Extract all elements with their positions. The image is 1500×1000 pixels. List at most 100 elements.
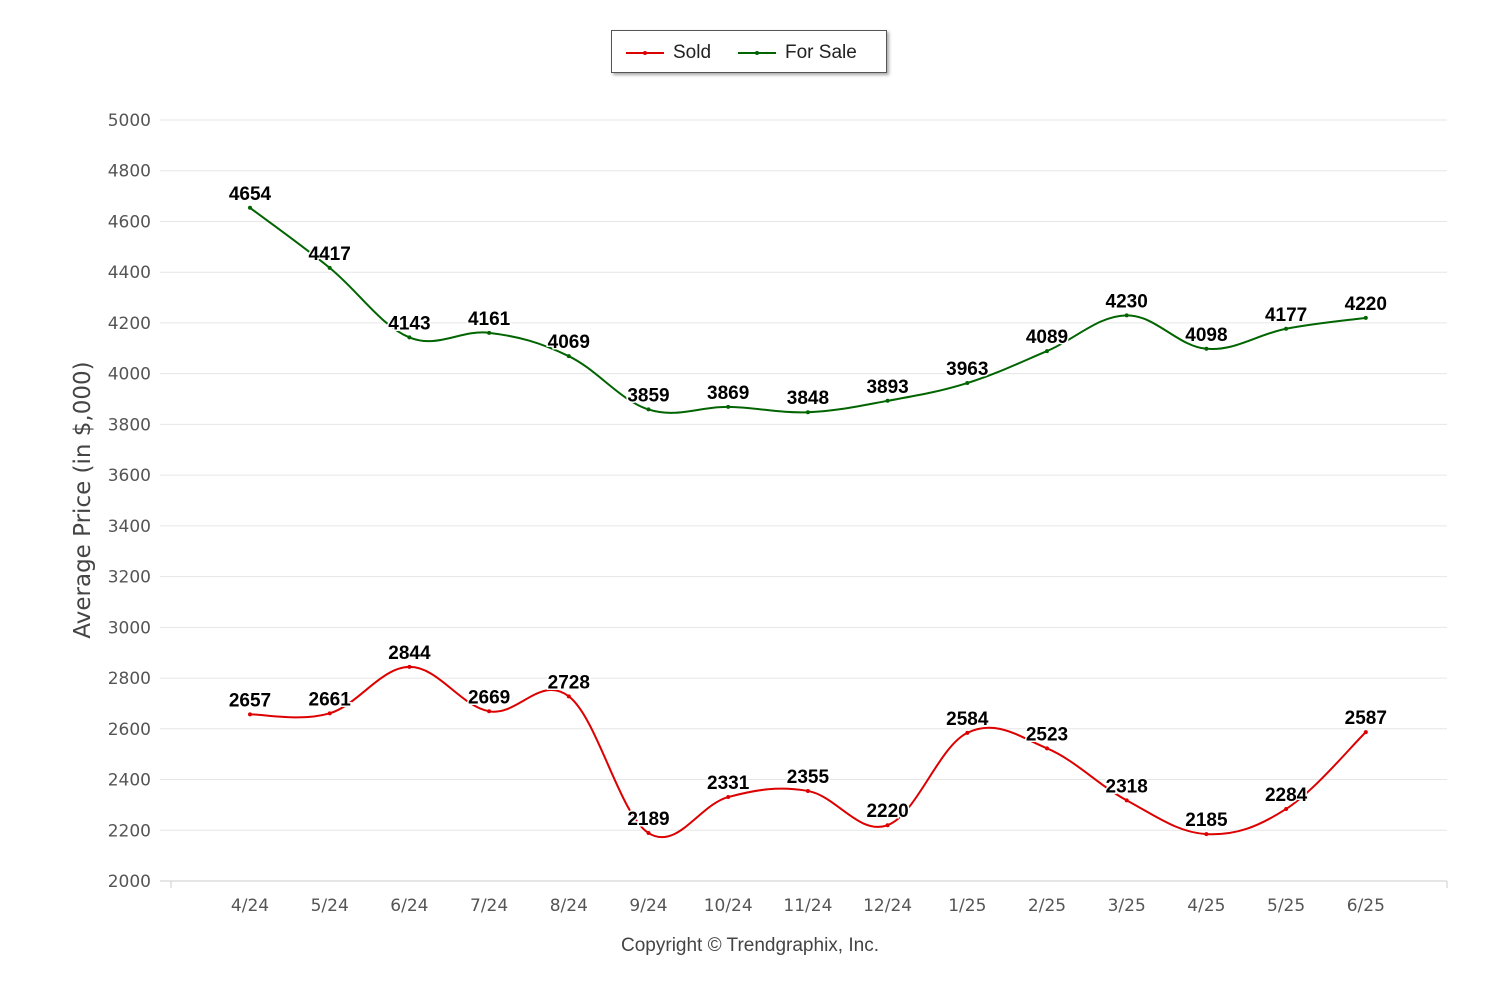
y-tick-label: 3400 (108, 517, 151, 537)
data-point-sold[interactable] (327, 711, 332, 716)
data-label-for-sale: 3893 (866, 377, 908, 398)
data-label-for-sale: 4089 (1026, 327, 1068, 348)
legend: Sold For Sale (611, 30, 887, 73)
data-label-sold: 2728 (548, 672, 590, 693)
data-point-for-sale[interactable] (327, 265, 332, 270)
data-point-sold[interactable] (805, 788, 810, 793)
data-point-sold[interactable] (965, 730, 970, 735)
data-point-for-sale[interactable] (248, 205, 252, 210)
y-tick-label: 2600 (108, 720, 151, 740)
data-label-sold: 2657 (229, 690, 271, 711)
data-point-for-sale[interactable] (1363, 315, 1368, 320)
x-tick-label: 4/25 (1187, 896, 1225, 916)
x-tick-label: 2/25 (1028, 896, 1066, 916)
series-line-sold (249, 665, 1367, 839)
data-label-sold: 2523 (1026, 724, 1068, 745)
data-label-for-sale: 4177 (1265, 305, 1307, 326)
x-tick-label: 8/24 (550, 896, 588, 916)
y-tick-label: 2000 (108, 872, 151, 892)
data-point-sold[interactable] (726, 795, 731, 800)
y-tick-label: 3000 (108, 618, 151, 638)
x-tick-label: 5/24 (311, 896, 349, 916)
data-label-sold: 2587 (1345, 708, 1387, 729)
data-point-for-sale[interactable] (1124, 313, 1129, 318)
x-axis-ticks: 4/24 5/24 6/24 7/24 8/24 9/24 10/24 11/24 12/24 1… (170, 881, 1448, 916)
data-point-sold[interactable] (1204, 832, 1209, 837)
data-labels: 2657 2661 2844 2669 2728 2189 2331 2355 2220 2584… (227, 182, 1388, 832)
x-tick-label: 4/24 (231, 896, 269, 916)
x-tick-label: 3/25 (1108, 896, 1146, 916)
data-label-for-sale: 3848 (787, 388, 829, 409)
x-tick-label: 6/25 (1347, 896, 1385, 916)
data-label-for-sale: 4220 (1345, 294, 1387, 315)
y-tick-label: 4800 (108, 162, 151, 182)
y-tick-label: 2800 (108, 669, 151, 689)
data-point-for-sale[interactable] (885, 398, 890, 403)
data-point-for-sale[interactable] (646, 407, 651, 412)
data-point-sold[interactable] (487, 709, 492, 714)
legend-item-for-sale[interactable]: For Sale (738, 31, 857, 74)
legend-label-sold: Sold (673, 41, 712, 63)
data-point-sold[interactable] (248, 712, 252, 717)
x-tick-label: 1/25 (948, 896, 986, 916)
data-point-for-sale[interactable] (726, 404, 731, 409)
data-point-for-sale[interactable] (487, 330, 492, 335)
data-label-sold: 2669 (468, 687, 510, 708)
data-label-for-sale: 4098 (1185, 325, 1227, 346)
y-axis-ticks: 2000 2200 2400 2600 2800 3000 3200 3400 3600 3800… (108, 111, 151, 892)
x-tick-label: 10/24 (704, 896, 753, 916)
data-point-for-sale[interactable] (805, 410, 810, 415)
data-label-for-sale: 4069 (548, 332, 590, 353)
y-tick-label: 4200 (108, 314, 151, 334)
x-tick-label: 5/25 (1267, 896, 1305, 916)
x-tick-label: 11/24 (783, 896, 832, 916)
data-label-sold: 2220 (866, 801, 908, 822)
data-label-for-sale: 4230 (1106, 291, 1148, 312)
data-point-sold[interactable] (646, 831, 651, 836)
data-point-sold[interactable] (566, 694, 571, 699)
x-tick-label: 7/24 (470, 896, 508, 916)
data-point-sold[interactable] (1045, 746, 1049, 751)
legend-item-sold[interactable]: Sold (626, 31, 711, 74)
data-point-sold[interactable] (1284, 806, 1289, 811)
data-point-sold[interactable] (407, 664, 412, 669)
y-tick-label: 5000 (108, 111, 151, 131)
data-point-sold[interactable] (1363, 730, 1368, 735)
data-point-sold[interactable] (1124, 798, 1129, 803)
data-point-for-sale[interactable] (1045, 349, 1049, 354)
copyright-text: Copyright © Trendgraphix, Inc. (621, 935, 879, 956)
data-label-for-sale: 3963 (946, 359, 988, 380)
x-tick-label: 12/24 (863, 896, 912, 916)
y-tick-label: 3200 (108, 568, 151, 588)
data-label-sold: 2661 (309, 689, 352, 710)
y-tick-label: 2200 (108, 821, 151, 841)
y-axis-label: Average Price (in $,000) (70, 361, 96, 639)
data-label-sold: 2331 (707, 773, 750, 794)
data-label-sold: 2355 (787, 767, 830, 788)
data-point-for-sale[interactable] (1204, 346, 1209, 351)
data-label-sold: 2318 (1106, 776, 1148, 797)
y-tick-label: 2400 (108, 771, 151, 791)
y-tick-label: 3600 (108, 466, 151, 486)
y-tick-label: 4600 (108, 212, 151, 232)
data-label-for-sale: 4161 (468, 309, 511, 330)
series-line-for-sale (249, 206, 1366, 414)
data-point-for-sale[interactable] (1284, 326, 1289, 331)
legend-label-for-sale: For Sale (785, 41, 857, 63)
data-point-sold[interactable] (885, 823, 890, 828)
y-tick-label: 4000 (108, 365, 151, 385)
legend-swatch-for-sale (738, 50, 776, 55)
data-label-sold: 2189 (627, 809, 669, 830)
data-point-for-sale[interactable] (407, 335, 412, 340)
y-tick-label: 4400 (108, 263, 151, 283)
data-label-sold: 2284 (1265, 785, 1308, 806)
data-label-for-sale: 4143 (388, 313, 430, 334)
data-point-for-sale[interactable] (965, 381, 970, 386)
data-label-for-sale: 4654 (229, 184, 272, 205)
data-label-for-sale: 3859 (627, 385, 669, 406)
data-label-for-sale: 3869 (707, 383, 749, 404)
y-tick-label: 3800 (108, 415, 151, 435)
data-point-for-sale[interactable] (566, 354, 571, 359)
data-label-sold: 2185 (1185, 810, 1228, 831)
